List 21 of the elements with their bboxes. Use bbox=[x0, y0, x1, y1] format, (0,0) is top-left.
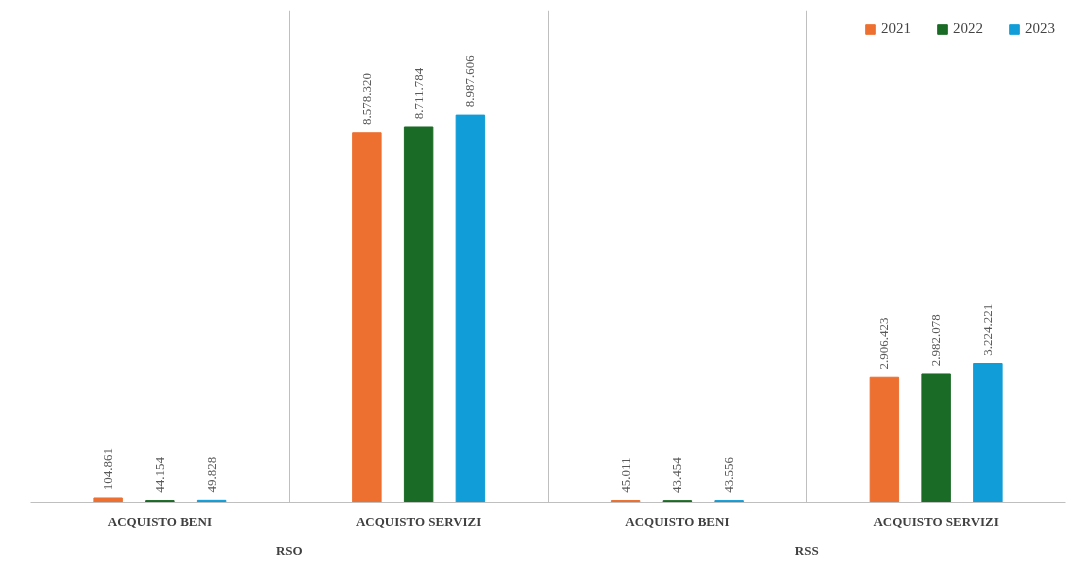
data-label: 8.987.606 bbox=[462, 54, 478, 108]
data-label: 2.906.423 bbox=[876, 317, 892, 370]
legend-label: 2023 bbox=[1025, 20, 1055, 37]
text: RSO bbox=[275, 542, 303, 558]
legend-label: 2022 bbox=[953, 20, 983, 37]
data-label: 104.861 bbox=[100, 447, 116, 491]
data-label: 2.982.078 bbox=[928, 314, 944, 367]
text: RSS bbox=[794, 542, 819, 558]
data-label: 43.556 bbox=[721, 456, 737, 493]
legend-label: 2021 bbox=[881, 20, 911, 37]
data-label: 3.224.221 bbox=[979, 303, 995, 356]
data-label: 45.011 bbox=[617, 457, 633, 493]
data-label: 8.711.784 bbox=[410, 67, 426, 120]
data-label: 43.454 bbox=[669, 456, 685, 493]
data-label: 8.578.320 bbox=[358, 72, 374, 125]
x-tick-label: ACQUISTO SERVIZI bbox=[873, 513, 999, 529]
data-label: 49.828 bbox=[203, 456, 219, 493]
x-tick-label: ACQUISTO BENI bbox=[625, 513, 730, 529]
x-tick-label: ACQUISTO BENI bbox=[107, 513, 212, 529]
data-label: 44.154 bbox=[151, 456, 167, 493]
x-tick-label: ACQUISTO SERVIZI bbox=[355, 513, 482, 529]
